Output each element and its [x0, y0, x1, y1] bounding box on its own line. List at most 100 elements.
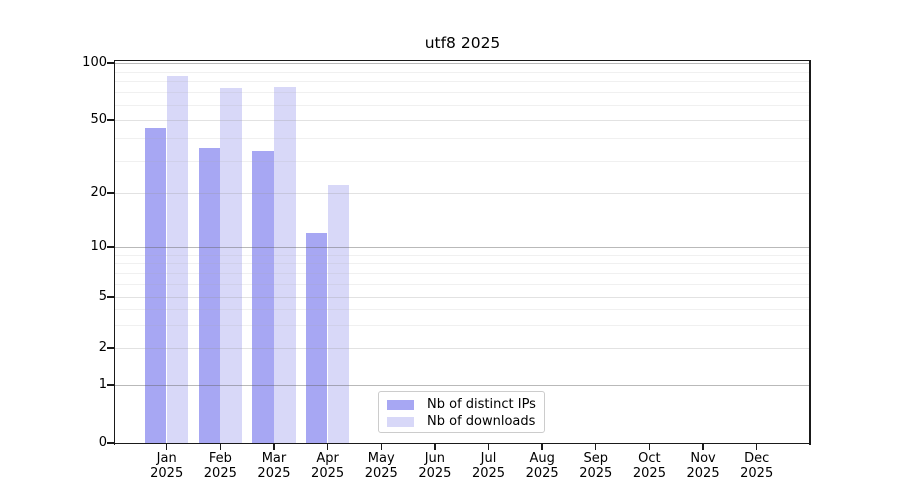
gridline-y-80 [115, 81, 810, 83]
x-tick-label-jul: Jul 2025 [461, 451, 517, 481]
gridline-y-60 [115, 105, 810, 106]
left-spine [113, 59, 116, 445]
x-tick-year: 2025 [364, 466, 398, 481]
x-tick-year: 2025 [203, 466, 237, 481]
x-tick-month: Oct [638, 451, 661, 466]
x-tick-label-nov: Nov 2025 [675, 451, 731, 481]
chart-title: utf8 2025 [424, 34, 501, 52]
x-tick-mark [487, 444, 490, 450]
y-tick-label-5: 5 [98, 289, 107, 304]
legend-label-nb-of-distinct-ips: Nb of distinct IPs [427, 397, 536, 412]
legend-row-nb-of-distinct-ips: Nb of distinct IPs [379, 396, 544, 413]
x-tick-month: Jul [480, 451, 497, 466]
x-tick-label-sep: Sep 2025 [568, 451, 624, 481]
gridline-y-50 [115, 120, 810, 121]
y-tick-mark [107, 62, 114, 64]
legend: Nb of distinct IPs Nb of downloads [378, 391, 545, 433]
bar-nb-of-distinct-ips-mar [252, 150, 274, 443]
x-tick-label-jan: Jan 2025 [139, 451, 195, 481]
y-tick-label-0: 0 [98, 435, 107, 450]
x-tick-month: Feb [208, 451, 232, 466]
x-tick-label-apr: Apr 2025 [300, 451, 356, 481]
gridline-y-90 [115, 71, 810, 73]
x-tick-mark [219, 444, 222, 450]
gridline-y-70 [115, 92, 810, 94]
top-spine-2 [411, 59, 811, 62]
x-tick-year: 2025 [740, 466, 774, 481]
x-tick-month: Jan [156, 451, 177, 466]
gridline-y-30 [115, 160, 810, 162]
y-tick-mark [107, 246, 114, 248]
legend-swatch-nb-of-downloads [387, 416, 414, 427]
gridline-y-9 [115, 254, 810, 256]
x-tick-month: Mar [261, 451, 287, 466]
x-tick-year: 2025 [471, 466, 506, 481]
bar-nb-of-downloads-apr [327, 185, 350, 443]
gridline-y-2 [115, 348, 810, 349]
legend-swatch-nb-of-distinct-ips [387, 399, 414, 410]
y-tick-mark [107, 119, 114, 121]
y-tick-label-2: 2 [98, 340, 107, 355]
y-tick-label-10: 10 [90, 239, 107, 254]
y-tick-mark [107, 442, 114, 444]
x-tick-label-aug: Aug 2025 [514, 451, 570, 481]
x-tick-year: 2025 [632, 466, 666, 481]
gridline-y-5 [115, 297, 810, 298]
gridline-y-3 [115, 325, 810, 327]
x-tick-mark [273, 444, 275, 450]
bar-nb-of-downloads-feb [220, 87, 242, 443]
x-tick-mark [648, 444, 651, 450]
x-tick-mark [541, 444, 543, 450]
y-tick-mark [107, 384, 114, 386]
x-tick-mark [595, 444, 597, 450]
x-tick-label-oct: Oct 2025 [621, 451, 677, 481]
bar-nb-of-distinct-ips-jan [144, 128, 167, 443]
gridline-y-7 [115, 272, 810, 274]
right-spine [809, 59, 811, 445]
gridline-y-100 [115, 63, 810, 64]
legend-label-nb-of-downloads: Nb of downloads [427, 414, 536, 429]
x-tick-label-feb: Feb 2025 [192, 451, 248, 481]
x-tick-year: 2025 [311, 466, 345, 481]
x-tick-year: 2025 [579, 466, 613, 481]
legend-row-nb-of-downloads: Nb of downloads [379, 413, 544, 430]
x-tick-mark [434, 444, 436, 450]
y-tick-mark [107, 347, 114, 349]
bottom-spine [113, 442, 411, 445]
x-tick-month: Apr [316, 451, 339, 466]
gridline-y-20 [115, 193, 810, 194]
top-spine [113, 59, 411, 62]
gridline-y-1 [115, 385, 810, 386]
x-tick-mark [702, 444, 704, 450]
y-tick-mark [107, 192, 114, 194]
y-tick-label-50: 50 [90, 112, 107, 127]
x-tick-month: Nov [690, 451, 716, 466]
gridline-y-10 [115, 247, 810, 248]
plot-area [115, 61, 810, 443]
y-tick-mark [107, 296, 114, 298]
x-tick-month: May [367, 451, 395, 466]
y-tick-label-1: 1 [98, 377, 107, 392]
x-tick-label-may: May 2025 [353, 451, 409, 481]
gridline-y-4 [115, 309, 810, 311]
bar-nb-of-downloads-mar [274, 86, 296, 443]
gridline-y-6 [115, 283, 810, 285]
x-tick-month: Sep [583, 451, 609, 466]
gridline-y-8 [115, 263, 810, 265]
gridline-y-40 [115, 137, 810, 139]
x-tick-year: 2025 [150, 466, 184, 481]
x-tick-year: 2025 [418, 466, 452, 481]
x-tick-mark [380, 444, 382, 450]
x-tick-mark [755, 444, 758, 450]
x-tick-label-dec: Dec 2025 [729, 451, 785, 481]
x-tick-label-jun: Jun 2025 [407, 451, 463, 481]
y-tick-label-100: 100 [82, 55, 107, 70]
x-tick-year: 2025 [257, 466, 291, 481]
x-tick-mark [166, 444, 168, 450]
y-tick-label-20: 20 [90, 185, 107, 200]
bar-nb-of-distinct-ips-apr [305, 232, 328, 443]
x-tick-label-mar: Mar 2025 [246, 451, 302, 481]
bar-nb-of-downloads-jan [166, 76, 189, 443]
x-tick-year: 2025 [525, 466, 559, 481]
